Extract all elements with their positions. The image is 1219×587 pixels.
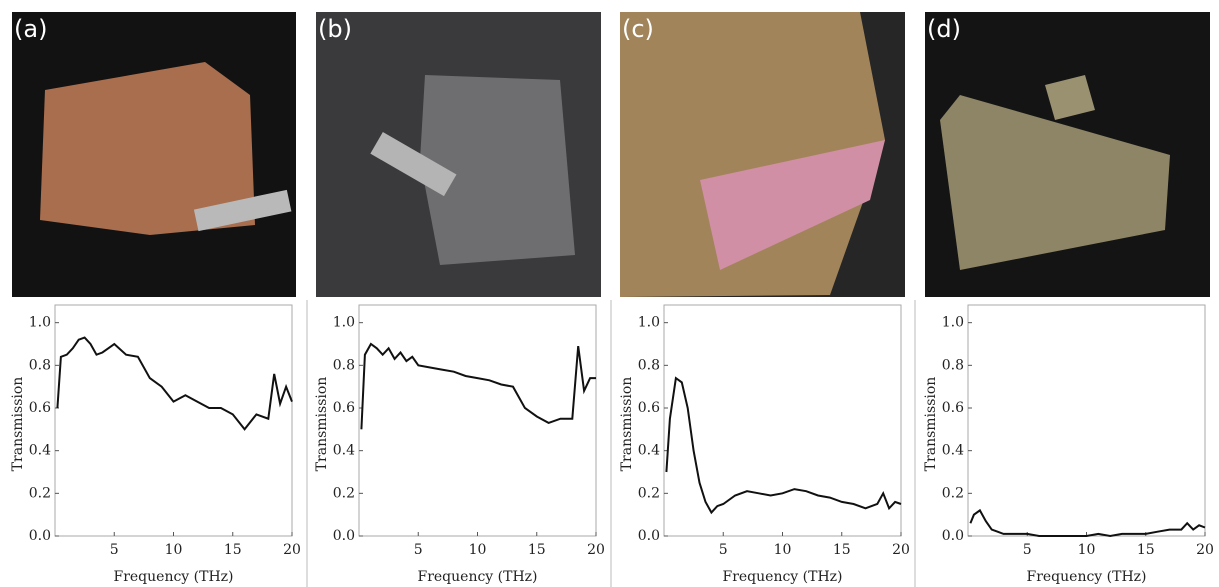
rod <box>193 189 292 232</box>
y-tick-label: 0.0 <box>942 528 964 544</box>
y-tick-label: 0.6 <box>638 400 660 416</box>
x-tick-label: 5 <box>1023 542 1032 558</box>
separators <box>306 300 916 587</box>
rod <box>370 132 457 197</box>
y-tick-label: 0.0 <box>29 528 51 544</box>
data-line <box>56 336 293 431</box>
y-tick-label: 0.4 <box>29 443 51 459</box>
panel-label: (d) <box>927 15 961 43</box>
x-tick-label: 15 <box>1137 542 1155 558</box>
x-tick-label: 15 <box>833 542 851 558</box>
foil <box>420 75 575 265</box>
y-tick-label: 0.0 <box>638 528 660 544</box>
y-tick-label: 0.2 <box>29 485 51 501</box>
x-tick-label: 20 <box>892 542 910 558</box>
panel-label: (b) <box>318 15 352 43</box>
y-tick-label: 1.0 <box>29 315 51 331</box>
panel-label: (a) <box>14 15 47 43</box>
y-tick-label: 0.8 <box>638 357 660 373</box>
x-tick-label: 15 <box>224 542 242 558</box>
y-axis-label: Transmission <box>314 377 330 472</box>
y-axis-label: Transmission <box>923 377 939 472</box>
plot-frame <box>663 304 902 537</box>
x-tick-label: 20 <box>1196 542 1214 558</box>
y-tick-label: 0.2 <box>942 485 964 501</box>
y-tick-label: 0.6 <box>942 400 964 416</box>
x-tick-label: 10 <box>1078 542 1096 558</box>
x-axis-label: Frequency (THz) <box>722 569 842 585</box>
y-tick-label: 0.4 <box>638 443 660 459</box>
y-tick-label: 0.8 <box>29 357 51 373</box>
y-tick-label: 1.0 <box>638 315 660 331</box>
y-tick-label: 0.6 <box>333 400 355 416</box>
y-tick-label: 1.0 <box>333 315 355 331</box>
gold-square <box>1045 75 1095 120</box>
y-tick-label: 0.6 <box>29 400 51 416</box>
fabric <box>620 12 885 297</box>
data-line <box>360 342 596 430</box>
x-axis-label: Frequency (THz) <box>1026 569 1146 585</box>
y-tick-label: 0.8 <box>333 357 355 373</box>
y-tick-label: 0.4 <box>942 443 964 459</box>
x-tick-label: 5 <box>719 542 728 558</box>
fabric-pattern <box>700 140 885 270</box>
y-axis-label: Transmission <box>10 377 26 472</box>
y-axis-label: Transmission <box>619 377 635 472</box>
y-tick-label: 1.0 <box>942 315 964 331</box>
y-tick-label: 0.4 <box>333 443 355 459</box>
copper-foil <box>40 62 255 235</box>
x-axis-label: Frequency (THz) <box>417 569 537 585</box>
x-tick-label: 5 <box>414 542 423 558</box>
y-tick-label: 0.0 <box>333 528 355 544</box>
y-tick-label: 0.8 <box>942 357 964 373</box>
y-tick-label: 0.2 <box>638 485 660 501</box>
data-line <box>665 376 902 515</box>
x-tick-label: 10 <box>469 542 487 558</box>
gold-fabric <box>940 95 1170 270</box>
x-axis-label: Frequency (THz) <box>113 569 233 585</box>
panel-label: (c) <box>622 15 654 43</box>
photos <box>12 12 1210 297</box>
x-tick-label: 5 <box>110 542 119 558</box>
x-tick-label: 20 <box>283 542 301 558</box>
data-line <box>969 508 1206 538</box>
y-tick-label: 0.2 <box>333 485 355 501</box>
x-tick-label: 10 <box>774 542 792 558</box>
x-tick-label: 15 <box>528 542 546 558</box>
plot-frame <box>54 304 293 537</box>
plot-frame <box>358 304 597 537</box>
x-tick-label: 10 <box>165 542 183 558</box>
x-tick-label: 20 <box>587 542 605 558</box>
plot-frame <box>967 304 1206 537</box>
